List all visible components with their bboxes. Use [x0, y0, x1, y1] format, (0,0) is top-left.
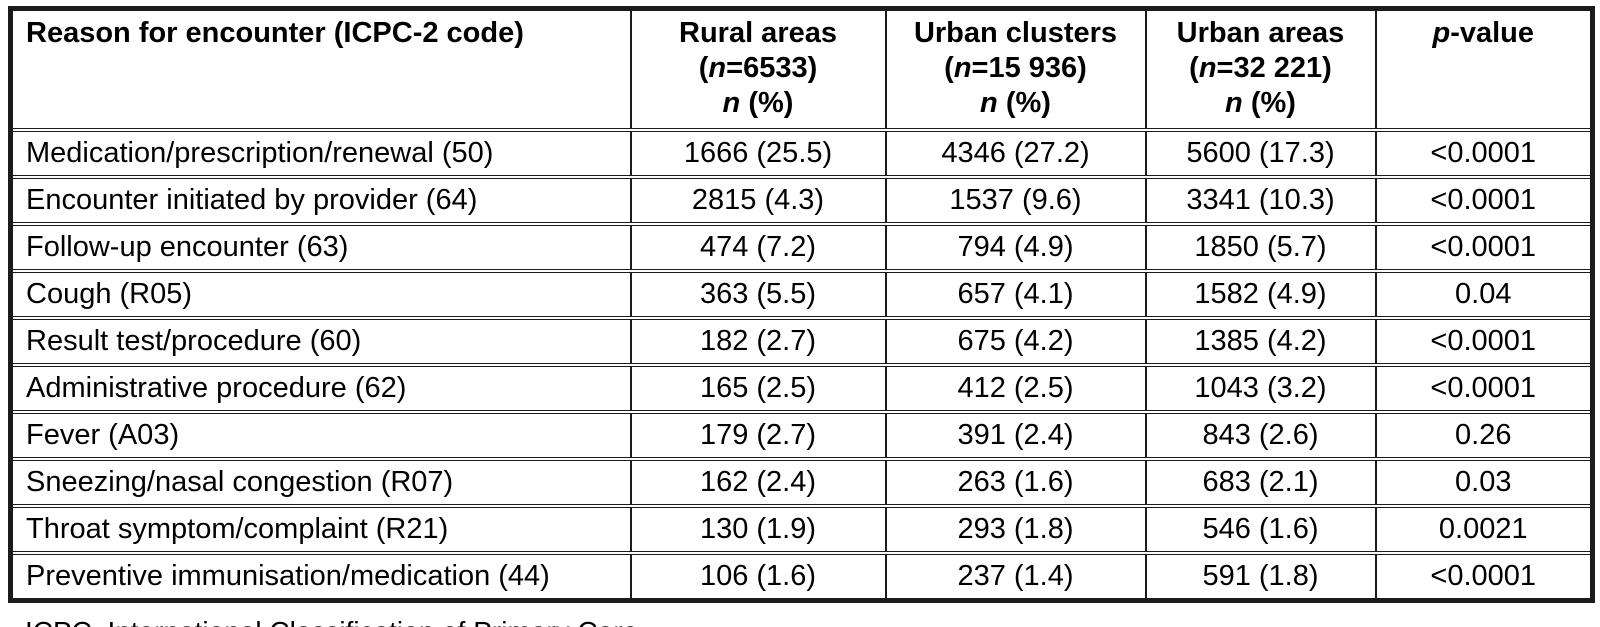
header-row: Reason for encounter (ICPC-2 code) Rural… [9, 6, 1594, 132]
cell-rural-areas: 2815 (4.3) [629, 175, 887, 226]
paren-open: ( [698, 52, 709, 84]
cell-p-value: <0.0001 [1374, 316, 1594, 367]
table-row: Medication/prescription/renewal (50) 166… [9, 128, 1594, 179]
percent-label: (%) [1242, 87, 1296, 119]
table-row: Encounter initiated by provider (64) 281… [9, 175, 1594, 226]
cell-p-value: <0.0001 [1374, 222, 1594, 273]
cell-urban-areas: 1385 (4.2) [1144, 316, 1377, 367]
cell-urban-clusters: 237 (1.4) [884, 551, 1147, 603]
n-variable: n [953, 52, 972, 84]
cell-p-value: 0.03 [1374, 457, 1594, 508]
cell-reason: Result test/procedure (60) [9, 316, 632, 367]
cell-urban-areas: 1582 (4.9) [1144, 269, 1377, 320]
column-title: Rural areas [679, 17, 837, 49]
cell-urban-areas: 843 (2.6) [1144, 410, 1377, 461]
percent-label: (%) [997, 87, 1051, 119]
cell-urban-clusters: 293 (1.8) [884, 504, 1147, 555]
paren-open: ( [944, 52, 954, 84]
cell-urban-clusters: 794 (4.9) [884, 222, 1147, 273]
table-row: Administrative procedure (62) 165 (2.5) … [9, 363, 1594, 414]
cell-p-value: 0.26 [1374, 410, 1594, 461]
cell-rural-areas: 1666 (25.5) [629, 128, 887, 179]
column-header-rural-areas: Rural areas (n=6533) n (%) [629, 6, 887, 132]
cell-rural-areas: 363 (5.5) [629, 269, 887, 320]
table-row: Result test/procedure (60) 182 (2.7) 675… [9, 316, 1594, 367]
cell-rural-areas: 130 (1.9) [629, 504, 887, 555]
column-title: Urban areas [1176, 17, 1345, 49]
cell-reason: Medication/prescription/renewal (50) [9, 128, 632, 179]
column-unit: n (%) [640, 86, 877, 121]
table-header: Reason for encounter (ICPC-2 code) Rural… [9, 6, 1594, 132]
p-variable: p [1432, 17, 1451, 49]
table-row: Throat symptom/complaint (R21) 130 (1.9)… [9, 504, 1594, 555]
cell-p-value: 0.0021 [1374, 504, 1594, 555]
cell-urban-clusters: 391 (2.4) [884, 410, 1147, 461]
cell-urban-areas: 1850 (5.7) [1144, 222, 1377, 273]
cell-reason: Follow-up encounter (63) [9, 222, 632, 273]
cell-urban-areas: 1043 (3.2) [1144, 363, 1377, 414]
table-row: Sneezing/nasal congestion (R07) 162 (2.4… [9, 457, 1594, 508]
cell-urban-areas: 5600 (17.3) [1144, 128, 1377, 179]
cell-rural-areas: 165 (2.5) [629, 363, 887, 414]
p-value-label: -value [1450, 17, 1535, 49]
cell-p-value: <0.0001 [1374, 551, 1594, 603]
cell-rural-areas: 474 (7.2) [629, 222, 887, 273]
column-header-p-value: p-value [1374, 6, 1594, 132]
column-header-urban-clusters: Urban clusters (n=15 936) n (%) [884, 6, 1147, 132]
column-title: Urban clusters [913, 17, 1118, 49]
n-variable: n [1198, 52, 1217, 84]
paren-open: ( [1189, 52, 1199, 84]
table-row: Fever (A03) 179 (2.7) 391 (2.4) 843 (2.6… [9, 410, 1594, 461]
cell-urban-clusters: 675 (4.2) [884, 316, 1147, 367]
cell-p-value: <0.0001 [1374, 363, 1594, 414]
column-unit: n (%) [1155, 86, 1367, 121]
cell-urban-areas: 3341 (10.3) [1144, 175, 1377, 226]
n-value: =6533) [726, 52, 818, 84]
table-row: Follow-up encounter (63) 474 (7.2) 794 (… [9, 222, 1594, 273]
table-body: Medication/prescription/renewal (50) 166… [9, 128, 1594, 603]
cell-reason: Preventive immunisation/medication (44) [9, 551, 632, 603]
table-footnote: ICPC, International Classification of Pr… [25, 616, 1600, 627]
column-header-reason: Reason for encounter (ICPC-2 code) [9, 6, 632, 132]
cell-reason: Encounter initiated by provider (64) [9, 175, 632, 226]
cell-reason: Administrative procedure (62) [9, 363, 632, 414]
cell-p-value: <0.0001 [1374, 175, 1594, 226]
n-variable: n [1225, 87, 1243, 119]
n-variable: n [980, 87, 998, 119]
cell-urban-clusters: 4346 (27.2) [884, 128, 1147, 179]
column-header-urban-areas: Urban areas (n=32 221) n (%) [1144, 6, 1377, 132]
cell-rural-areas: 179 (2.7) [629, 410, 887, 461]
cell-urban-areas: 591 (1.8) [1144, 551, 1377, 603]
table-row: Cough (R05) 363 (5.5) 657 (4.1) 1582 (4.… [9, 269, 1594, 320]
cell-p-value: <0.0001 [1374, 128, 1594, 179]
cell-reason: Fever (A03) [9, 410, 632, 461]
cell-rural-areas: 106 (1.6) [629, 551, 887, 603]
cell-urban-areas: 683 (2.1) [1144, 457, 1377, 508]
cell-urban-clusters: 412 (2.5) [884, 363, 1147, 414]
column-unit: n (%) [895, 86, 1137, 121]
n-value: =15 936) [971, 52, 1087, 84]
n-value: =32 221) [1216, 52, 1332, 84]
n-variable: n [708, 52, 727, 84]
cell-rural-areas: 182 (2.7) [629, 316, 887, 367]
n-variable: n [722, 87, 741, 119]
percent-label: (%) [740, 87, 794, 119]
table-row: Preventive immunisation/medication (44) … [9, 551, 1594, 603]
column-sample-size: (n=6533) [640, 51, 877, 86]
cell-reason: Throat symptom/complaint (R21) [9, 504, 632, 555]
cell-reason: Sneezing/nasal congestion (R07) [9, 457, 632, 508]
encounter-reasons-table: Reason for encounter (ICPC-2 code) Rural… [8, 6, 1595, 603]
cell-p-value: 0.04 [1374, 269, 1594, 320]
column-sample-size: (n=32 221) [1155, 51, 1367, 86]
cell-rural-areas: 162 (2.4) [629, 457, 887, 508]
cell-urban-clusters: 657 (4.1) [884, 269, 1147, 320]
cell-urban-clusters: 263 (1.6) [884, 457, 1147, 508]
cell-urban-clusters: 1537 (9.6) [884, 175, 1147, 226]
cell-urban-areas: 546 (1.6) [1144, 504, 1377, 555]
column-sample-size: (n=15 936) [895, 51, 1137, 86]
cell-reason: Cough (R05) [9, 269, 632, 320]
